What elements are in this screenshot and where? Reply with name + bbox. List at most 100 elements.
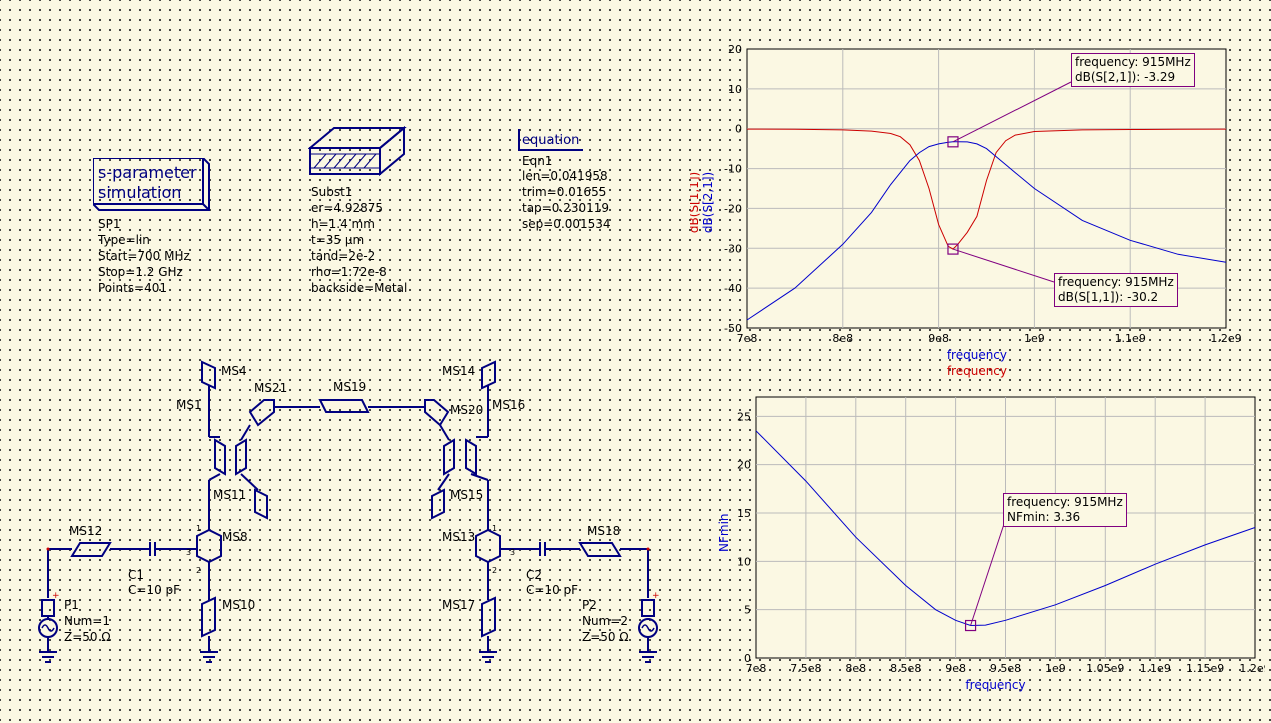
label-ms17: MS17	[442, 598, 476, 612]
label-p2: P2	[582, 598, 597, 612]
y-axis-label-s21: dB(S[2,1])	[701, 172, 715, 233]
s-parameter-plot[interactable]: 7e8 8e8 9e8 1e9 1.1e9 1.2e9 20 10 0 -10 -20 -30 -40 -…	[690, 40, 1250, 385]
y-tick-label: 10	[737, 555, 751, 568]
ms8-pin-1: 1	[196, 524, 202, 533]
ms8-shape	[196, 528, 222, 564]
series-line-2	[746, 141, 1227, 321]
x-tick-label: 8.5e8	[890, 662, 921, 675]
y-tick-label: 20	[728, 43, 742, 56]
ms11-shape-a	[214, 438, 226, 476]
series-line-1	[755, 430, 1256, 627]
x-tick-label: 7e8	[746, 662, 767, 675]
sim-param-0: Type=lin	[98, 233, 150, 247]
x-tick-label: 1.1e9	[1115, 332, 1146, 345]
label-p2-z: Z=50 Ω	[582, 630, 629, 644]
equation-param-2: tap=0.230119	[522, 201, 609, 215]
ms15-shape-b	[465, 438, 477, 476]
ms11-stub	[254, 488, 268, 520]
y-tick-label: 15	[737, 507, 751, 520]
sim-block-name: SP1	[98, 217, 121, 231]
label-ms4: MS4	[221, 364, 247, 378]
label-ms12: MS12	[69, 524, 103, 538]
ms13-pin-3: 3	[510, 548, 516, 557]
y-tick-label: 0	[744, 652, 751, 665]
nfmin-plot[interactable]: 7e8 7.5e8 8e8 8.5e8 9e8 9.5e8 1e9 1.05e9 1.1e9 1.…	[715, 388, 1265, 698]
ms13-pin-1: 1	[492, 524, 498, 533]
ms14-shape	[481, 360, 496, 390]
label-ms16: MS16	[492, 398, 526, 412]
sim-block-title-2: simulation	[98, 183, 182, 202]
marker-nf-box[interactable]: frequency: 915MHz NFmin: 3.36	[1003, 493, 1127, 527]
ms8-pin-3: 3	[186, 548, 192, 557]
ms19-shape	[318, 399, 370, 413]
ms8-pin-2: 2	[196, 566, 202, 575]
sim-param-3: Points=401	[98, 281, 168, 295]
ms10-shape	[201, 596, 216, 638]
y-tick-label: 0	[735, 123, 742, 136]
svg-text:+: +	[652, 591, 660, 601]
label-p2-num: Num=2	[582, 614, 628, 628]
sim-param-1: Start=700 MHz	[98, 249, 190, 263]
marker-point	[964, 619, 977, 632]
equation-param-1: trim=0.01655	[522, 185, 607, 199]
marker-point	[947, 136, 959, 148]
label-ms11: MS11	[213, 488, 247, 502]
substrate-param-3: tand=2e-2	[311, 249, 376, 263]
ms18-shape	[578, 542, 622, 557]
y-tick-label: -40	[724, 282, 742, 295]
x-tick-label: 9.5e8	[990, 662, 1021, 675]
y-tick-label: -20	[724, 202, 742, 215]
x-axis-label-1: frequency	[947, 348, 1007, 362]
sim-block-title-1: s-parameter	[98, 163, 197, 182]
y-tick-label: 25	[737, 410, 751, 423]
equation-title[interactable]: equation	[518, 129, 584, 151]
ms13-shape	[475, 528, 501, 564]
label-ms1: MS1	[176, 398, 202, 412]
x-tick-label: 9e8	[945, 662, 966, 675]
marker-point	[947, 243, 959, 255]
ms20-shape	[424, 399, 450, 427]
label-p1: P1	[64, 598, 79, 612]
substrate-param-2: t=35 µm	[311, 233, 365, 247]
marker-leader	[952, 248, 1055, 283]
label-ms8: MS8	[222, 530, 248, 544]
label-ms13: MS13	[442, 530, 476, 544]
y-axis-label-s11: dB(S[1,1])	[690, 172, 701, 233]
equation-param-3: sep=0.001534	[522, 217, 611, 231]
ms17-shape	[481, 596, 496, 638]
label-c2: C2	[526, 568, 543, 582]
equation-param-0: len=0.041958	[522, 169, 608, 183]
label-ms20: MS20	[450, 403, 484, 417]
svg-text:+: +	[52, 591, 60, 601]
marker-leader	[952, 81, 1072, 143]
ms12-shape	[70, 542, 112, 557]
x-tick-label: 8e8	[845, 662, 866, 675]
x-tick-label: 8e8	[832, 332, 853, 345]
label-c2-val: C=10 pF	[526, 583, 579, 597]
marker-nf-line2: NFmin: 3.36	[1007, 510, 1081, 524]
marker-s21-line1: frequency: 915MHz	[1075, 55, 1191, 69]
label-ms14: MS14	[442, 364, 476, 378]
y-tick-label: 20	[737, 459, 751, 472]
marker-s11-box[interactable]: frequency: 915MHz dB(S[1,1]): -30.2	[1054, 273, 1178, 307]
equation-title-text: equation	[522, 133, 580, 148]
marker-s11-line2: dB(S[1,1]): -30.2	[1058, 290, 1159, 304]
marker-s21-box[interactable]: frequency: 915MHz dB(S[2,1]): -3.29	[1071, 53, 1195, 87]
y-tick-label: 10	[728, 83, 742, 96]
label-ms10: MS10	[222, 598, 256, 612]
substrate-icon[interactable]	[308, 126, 408, 178]
series-line-1	[746, 128, 1227, 250]
y-tick-label: -50	[724, 322, 742, 335]
label-p1-num: Num=1	[64, 614, 110, 628]
ms11-shape-b	[235, 438, 247, 476]
y-tick-label: -10	[724, 163, 742, 176]
ms15-stub	[431, 488, 445, 520]
sim-block-icon[interactable]: s-parameter simulation	[93, 158, 210, 211]
ms13-pin-2: 2	[492, 566, 498, 575]
x-tick-label: 1e9	[1045, 662, 1066, 675]
schematic-wires: + +	[38, 360, 660, 663]
label-c1: C1	[128, 568, 145, 582]
substrate-param-5: backside=Metal	[311, 281, 408, 295]
y-tick-label: 5	[744, 604, 751, 617]
label-ms18: MS18	[587, 524, 621, 538]
